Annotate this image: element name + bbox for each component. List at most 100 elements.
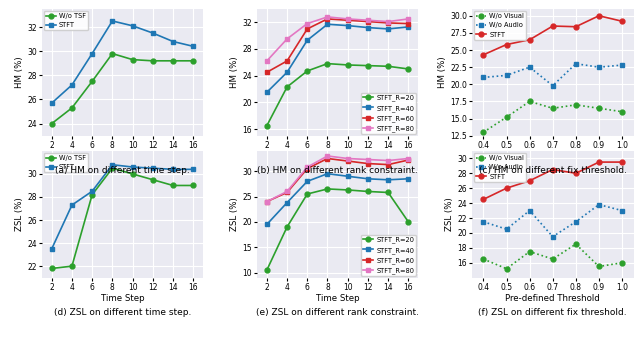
STFT_R=60	[324, 156, 332, 161]
STFT	[109, 163, 116, 167]
W/o Visual	[479, 130, 487, 135]
STFT_R=60	[303, 167, 311, 171]
W/o Visual	[526, 250, 534, 254]
STFT	[618, 160, 626, 164]
W/o Audio	[595, 65, 603, 69]
W/o TSF	[88, 79, 96, 84]
W/o Audio	[618, 63, 626, 67]
STFT_R=20	[344, 188, 351, 192]
W/o Visual	[595, 106, 603, 110]
STFT	[502, 186, 510, 190]
Text: (a) HM on different time step.: (a) HM on different time step.	[55, 166, 190, 175]
STFT	[149, 166, 157, 170]
W/o Audio	[595, 203, 603, 207]
STFT_R=60	[344, 18, 351, 22]
STFT	[68, 83, 76, 87]
X-axis label: Time Step: Time Step	[316, 152, 360, 161]
STFT_R=40	[324, 22, 332, 26]
W/o TSF	[129, 57, 136, 62]
Text: (c) HM on different fix threshold.: (c) HM on different fix threshold.	[479, 166, 627, 175]
STFT_R=80	[344, 156, 351, 161]
W/o TSF	[129, 172, 136, 176]
W/o Visual	[502, 267, 510, 271]
STFT_R=20	[263, 268, 271, 272]
STFT	[129, 165, 136, 169]
W/o Visual	[549, 257, 557, 261]
STFT	[189, 44, 197, 48]
STFT_R=80	[364, 157, 372, 162]
STFT_R=80	[303, 165, 311, 169]
W/o Audio	[549, 84, 557, 88]
W/o TSF	[68, 264, 76, 268]
STFT_R=40	[303, 38, 311, 42]
STFT_R=60	[284, 59, 291, 63]
STFT_R=80	[263, 199, 271, 204]
W/o Visual	[526, 99, 534, 104]
Text: (d) ZSL on different time step.: (d) ZSL on different time step.	[54, 308, 191, 317]
STFT	[169, 40, 177, 44]
W/o Visual	[618, 110, 626, 114]
STFT_R=20	[263, 124, 271, 128]
Y-axis label: ZSL (%): ZSL (%)	[230, 198, 239, 231]
STFT_R=40	[344, 23, 351, 28]
STFT	[572, 25, 580, 29]
Y-axis label: HM (%): HM (%)	[438, 57, 447, 88]
STFT_R=80	[384, 158, 392, 163]
X-axis label: Time Step: Time Step	[100, 294, 144, 303]
Line: W/o TSF: W/o TSF	[49, 51, 196, 126]
STFT_R=60	[303, 27, 311, 31]
W/o Audio	[479, 220, 487, 224]
STFT_R=60	[384, 21, 392, 25]
W/o TSF	[109, 51, 116, 56]
Line: STFT_R=60: STFT_R=60	[264, 16, 411, 75]
Y-axis label: ZSL (%): ZSL (%)	[15, 198, 24, 231]
STFT_R=20	[324, 62, 332, 66]
STFT_R=80	[384, 20, 392, 24]
STFT_R=40	[384, 27, 392, 31]
STFT_R=20	[384, 190, 392, 195]
Legend: STFT_R=20, STFT_R=40, STFT_R=60, STFT_R=80: STFT_R=20, STFT_R=40, STFT_R=60, STFT_R=…	[361, 235, 417, 276]
STFT_R=20	[284, 85, 291, 89]
STFT_R=40	[364, 177, 372, 181]
STFT_R=80	[364, 18, 372, 22]
STFT	[502, 42, 510, 47]
W/o Visual	[572, 242, 580, 246]
STFT_R=40	[284, 70, 291, 74]
W/o TSF	[109, 166, 116, 170]
Legend: W/o TSF, STFT: W/o TSF, STFT	[44, 153, 88, 172]
W/o Visual	[572, 103, 580, 107]
STFT_R=60	[263, 70, 271, 74]
STFT_R=20	[404, 67, 412, 71]
W/o Audio	[479, 75, 487, 80]
STFT	[549, 167, 557, 172]
Line: W/o Audio: W/o Audio	[481, 61, 625, 88]
STFT	[109, 19, 116, 23]
STFT_R=20	[384, 64, 392, 68]
STFT_R=60	[364, 20, 372, 24]
STFT_R=20	[404, 220, 412, 224]
X-axis label: Time Step: Time Step	[316, 294, 360, 303]
STFT_R=40	[263, 222, 271, 226]
STFT_R=40	[263, 90, 271, 94]
W/o Audio	[526, 65, 534, 69]
Legend: STFT_R=20, STFT_R=40, STFT_R=60, STFT_R=80: STFT_R=20, STFT_R=40, STFT_R=60, STFT_R=…	[361, 93, 417, 134]
Legend: W/o TSF, STFT: W/o TSF, STFT	[44, 11, 88, 30]
STFT_R=80	[344, 17, 351, 21]
Line: STFT_R=60: STFT_R=60	[264, 156, 411, 204]
STFT_R=20	[364, 189, 372, 194]
Legend: W/o Visual, W/o Audio, STFT: W/o Visual, W/o Audio, STFT	[474, 11, 526, 40]
STFT	[88, 189, 96, 193]
STFT	[526, 179, 534, 183]
Y-axis label: HM (%): HM (%)	[15, 57, 24, 88]
STFT_R=60	[344, 159, 351, 163]
Line: STFT_R=20: STFT_R=20	[264, 61, 411, 128]
STFT	[48, 101, 56, 105]
STFT	[48, 247, 56, 251]
STFT	[129, 23, 136, 28]
STFT_R=40	[384, 178, 392, 182]
Line: W/o Audio: W/o Audio	[481, 202, 625, 239]
STFT_R=80	[404, 156, 412, 161]
W/o TSF	[68, 106, 76, 110]
STFT	[169, 167, 177, 172]
STFT_R=20	[303, 192, 311, 196]
